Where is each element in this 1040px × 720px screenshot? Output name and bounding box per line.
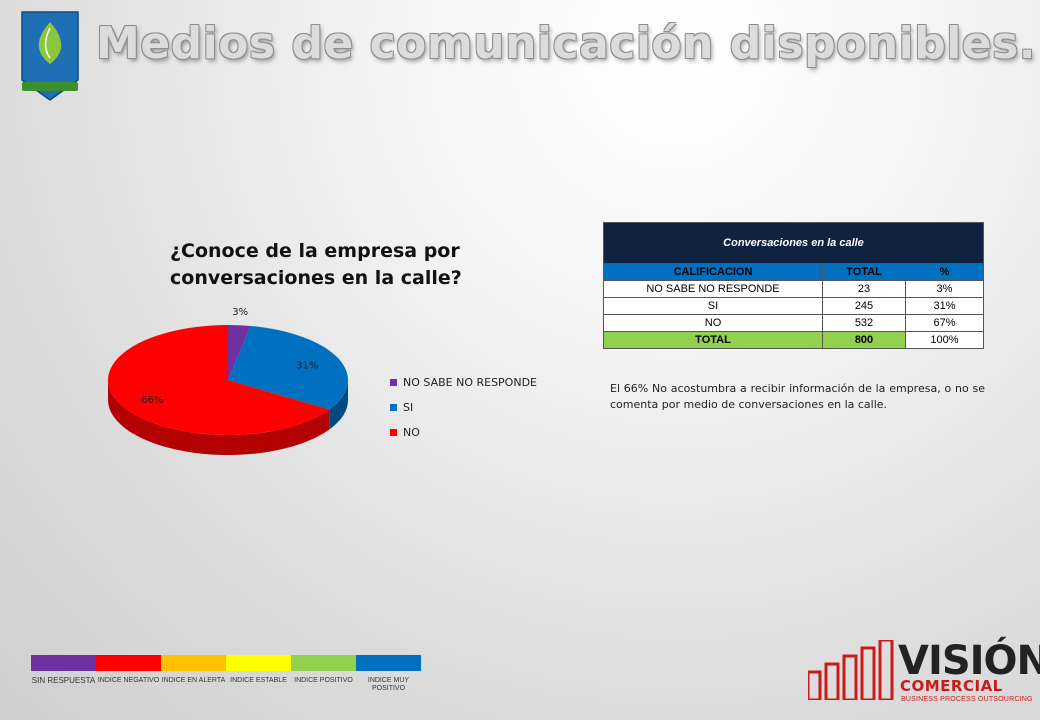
pie-slice bbox=[108, 325, 330, 435]
brand-vision: VISIÓN bbox=[898, 638, 1040, 684]
table-cell: 532 bbox=[822, 314, 906, 332]
results-table: Conversaciones en la calle CALIFICACION … bbox=[603, 222, 984, 349]
scale-item: SIN RESPUESTA bbox=[31, 655, 96, 693]
col-header: % bbox=[905, 263, 984, 281]
table-cell: TOTAL bbox=[603, 331, 823, 349]
company-logo bbox=[21, 11, 79, 101]
table-cell: SI bbox=[603, 297, 823, 315]
table-row: NO SABE NO RESPONDE 23 3% bbox=[603, 280, 984, 298]
scale-item: INDICE POSITIVO bbox=[291, 655, 356, 693]
table-cell: 31% bbox=[905, 297, 984, 315]
table-total-row: TOTAL 800 100% bbox=[603, 331, 984, 349]
pie-slice bbox=[228, 325, 251, 380]
scale-item: INDICE ESTABLE bbox=[226, 655, 291, 693]
pie-slice-side bbox=[329, 380, 348, 430]
pie-chart: 3% 31% 66% bbox=[108, 307, 349, 455]
legend-swatch bbox=[390, 379, 397, 386]
table-cell: NO SABE NO RESPONDE bbox=[603, 280, 823, 298]
legend-label: NO SABE NO RESPONDE bbox=[403, 376, 537, 389]
legend-swatch bbox=[390, 429, 397, 436]
page-title: Medios de comunicación disponibles. bbox=[96, 18, 1037, 69]
scale-label: INDICE EN ALERTA bbox=[161, 677, 226, 684]
chart-legend: NO SABE NO RESPONDE SI NO bbox=[390, 370, 537, 445]
analysis-note: El 66% No acostumbra a recibir informaci… bbox=[610, 382, 985, 411]
scale-label: INDICE ESTABLE bbox=[230, 677, 287, 684]
col-header: CALIFICACION bbox=[603, 263, 823, 281]
legend-item: NO bbox=[390, 420, 537, 445]
scale-color bbox=[356, 655, 421, 671]
scale-item: INDICE EN ALERTA bbox=[161, 655, 226, 693]
brand-tagline: BUSINESS PROCESS OUTSOURCING bbox=[901, 696, 1033, 703]
table-cell: 245 bbox=[822, 297, 906, 315]
scale-label: INDICE MUY POSITIVO bbox=[367, 677, 410, 692]
legend-swatch bbox=[390, 404, 397, 411]
scale-label: INDICE POSITIVO bbox=[294, 677, 353, 684]
legend-label: SI bbox=[403, 401, 414, 414]
table-cell: 67% bbox=[905, 314, 984, 332]
scale-color bbox=[226, 655, 291, 671]
pie-data-label: 3% bbox=[232, 307, 248, 318]
index-scale: SIN RESPUESTA INDICE NEGATIVO INDICE EN … bbox=[31, 655, 421, 693]
legend-label: NO bbox=[403, 426, 420, 439]
scale-color bbox=[291, 655, 356, 671]
scale-color bbox=[31, 655, 96, 671]
scale-item: INDICE NEGATIVO bbox=[96, 655, 161, 693]
brand-comercial: COMERCIAL bbox=[900, 677, 1003, 695]
table-row: SI 245 31% bbox=[603, 297, 984, 315]
table-title: Conversaciones en la calle bbox=[603, 222, 984, 264]
legend-item: NO SABE NO RESPONDE bbox=[390, 370, 537, 395]
pie-data-label: 31% bbox=[296, 360, 318, 371]
table-cell: 23 bbox=[822, 280, 906, 298]
scale-label: SIN RESPUESTA bbox=[31, 676, 96, 685]
col-header: TOTAL bbox=[822, 263, 906, 281]
scale-item: INDICE MUY POSITIVO bbox=[356, 655, 421, 693]
table-cell: 800 bbox=[822, 331, 906, 349]
pie-data-label: 66% bbox=[141, 395, 163, 406]
table-cell: NO bbox=[603, 314, 823, 332]
table-row: NO 532 67% bbox=[603, 314, 984, 332]
vision-bars-icon bbox=[808, 640, 894, 700]
pie-slice-side bbox=[108, 380, 330, 455]
scale-label: INDICE NEGATIVO bbox=[97, 677, 160, 684]
scale-color bbox=[96, 655, 161, 671]
table-cell: 100% bbox=[905, 331, 984, 349]
table-cell: 3% bbox=[905, 280, 984, 298]
scale-color bbox=[161, 655, 226, 671]
chart-title: ¿Conoce de la empresa por conversaciones… bbox=[170, 240, 462, 289]
pie-slice bbox=[228, 325, 349, 410]
legend-item: SI bbox=[390, 395, 537, 420]
